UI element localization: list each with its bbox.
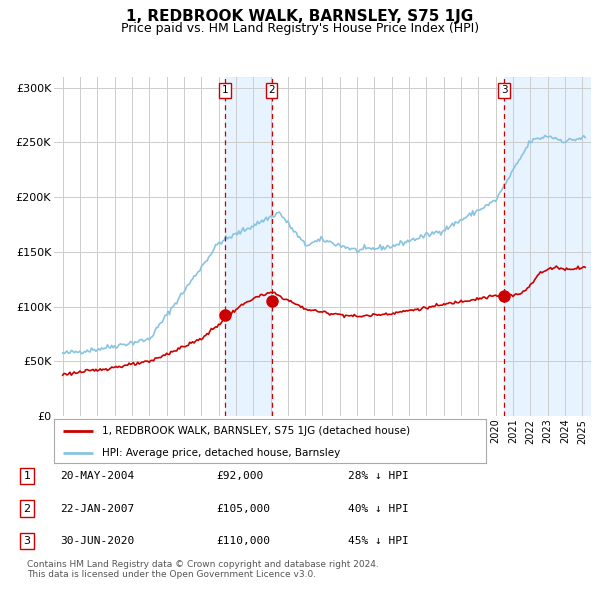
- Text: £110,000: £110,000: [216, 536, 270, 546]
- Text: 2: 2: [23, 504, 31, 513]
- Text: Contains HM Land Registry data © Crown copyright and database right 2024.
This d: Contains HM Land Registry data © Crown c…: [27, 560, 379, 579]
- Text: 3: 3: [501, 85, 508, 95]
- Text: 30-JUN-2020: 30-JUN-2020: [60, 536, 134, 546]
- Text: HPI: Average price, detached house, Barnsley: HPI: Average price, detached house, Barn…: [101, 448, 340, 458]
- Text: 45% ↓ HPI: 45% ↓ HPI: [348, 536, 409, 546]
- Text: 20-MAY-2004: 20-MAY-2004: [60, 471, 134, 481]
- Text: 22-JAN-2007: 22-JAN-2007: [60, 504, 134, 513]
- Bar: [225, 77, 272, 416]
- Text: 1, REDBROOK WALK, BARNSLEY, S75 1JG: 1, REDBROOK WALK, BARNSLEY, S75 1JG: [127, 9, 473, 24]
- Text: 1: 1: [23, 471, 31, 481]
- Text: 1, REDBROOK WALK, BARNSLEY, S75 1JG (detached house): 1, REDBROOK WALK, BARNSLEY, S75 1JG (det…: [101, 427, 410, 436]
- Text: 3: 3: [23, 536, 31, 546]
- Text: 2: 2: [268, 85, 275, 95]
- Text: 1: 1: [222, 85, 229, 95]
- Text: 40% ↓ HPI: 40% ↓ HPI: [348, 504, 409, 513]
- Text: Price paid vs. HM Land Registry's House Price Index (HPI): Price paid vs. HM Land Registry's House …: [121, 22, 479, 35]
- Text: £105,000: £105,000: [216, 504, 270, 513]
- Text: 28% ↓ HPI: 28% ↓ HPI: [348, 471, 409, 481]
- Text: £92,000: £92,000: [216, 471, 263, 481]
- Bar: [505, 77, 591, 416]
